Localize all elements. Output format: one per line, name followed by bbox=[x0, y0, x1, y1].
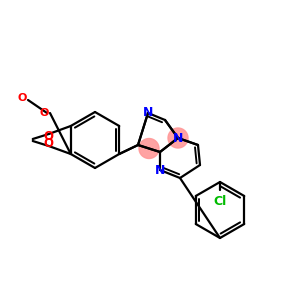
Text: Cl: Cl bbox=[213, 195, 226, 208]
Text: N: N bbox=[155, 164, 165, 176]
Text: O: O bbox=[44, 137, 54, 150]
Circle shape bbox=[168, 128, 188, 148]
Text: N: N bbox=[143, 106, 153, 119]
Text: O: O bbox=[18, 93, 27, 103]
Text: N: N bbox=[173, 131, 183, 145]
Circle shape bbox=[139, 139, 159, 158]
Text: O: O bbox=[44, 130, 54, 143]
Text: O: O bbox=[40, 108, 49, 118]
